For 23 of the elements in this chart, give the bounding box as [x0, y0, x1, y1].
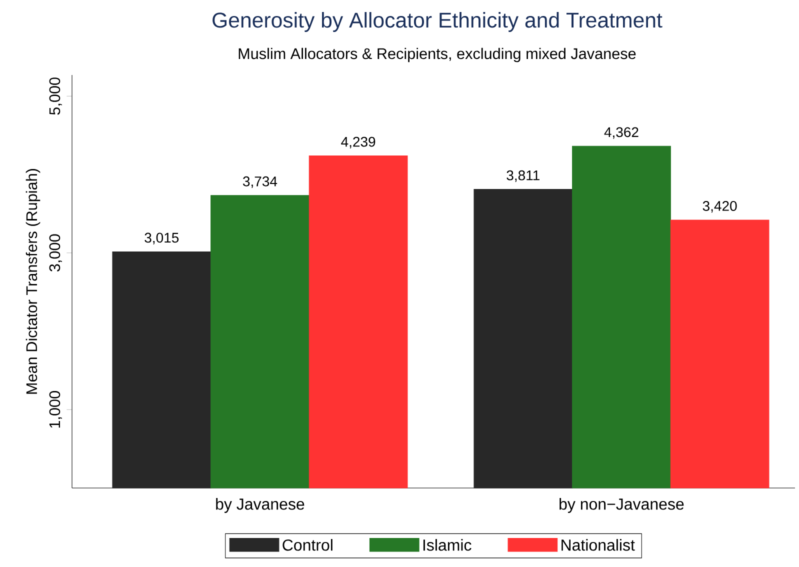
y-axis-title: Mean Dictator Transfers (Rupiah): [26, 168, 40, 394]
data-label: 4,239: [341, 136, 376, 148]
legend-label: Nationalist: [562, 539, 635, 551]
data-label: 3,420: [702, 201, 737, 213]
y-tick-label: 5,000: [49, 78, 62, 115]
chart-subtitle: Muslim Allocators & Recipients, excluding mixed Javanese: [238, 48, 636, 62]
data-label: 4,362: [604, 127, 638, 139]
x-tick-label: by non−Javanese: [560, 498, 684, 513]
bar: [308, 156, 408, 488]
y-tick-label: 3,000: [49, 234, 62, 272]
x-tick-label: by Javanese: [216, 498, 304, 513]
data-label: 3,734: [242, 176, 278, 188]
bar: [572, 146, 671, 488]
bar: [670, 220, 770, 488]
bar: [210, 195, 310, 488]
legend-label: Control: [282, 539, 332, 551]
legend-label: Islamic: [423, 539, 472, 551]
data-label: 3,811: [506, 170, 540, 182]
chart-title: Generosity by Allocator Ethnicity and Treatment: [212, 12, 662, 32]
y-tick-label: 1,000: [49, 391, 62, 428]
bar: [474, 189, 573, 488]
data-label: 3,015: [144, 232, 179, 244]
bar: [112, 251, 212, 488]
